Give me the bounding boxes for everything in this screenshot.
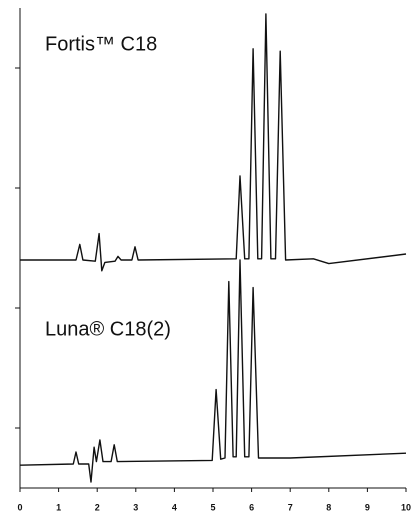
x-tick-label: 1 [56,502,61,512]
x-tick-label: 9 [365,502,370,512]
x-tick-label: 4 [172,502,177,512]
series-label: Luna® C18(2) [45,318,171,340]
x-tick-label: 5 [210,502,215,512]
trace [20,13,407,272]
series-label: Fortis™ C18 [45,33,157,55]
x-tick-label: 3 [133,502,138,512]
x-tick-label: 7 [288,502,293,512]
x-tick-label: 6 [249,502,254,512]
x-tick-label: 8 [326,502,331,512]
x-tick-label: 10 [401,502,411,512]
trace [19,259,407,483]
x-tick-label: 0 [17,502,22,512]
x-tick-label: 2 [95,502,100,512]
